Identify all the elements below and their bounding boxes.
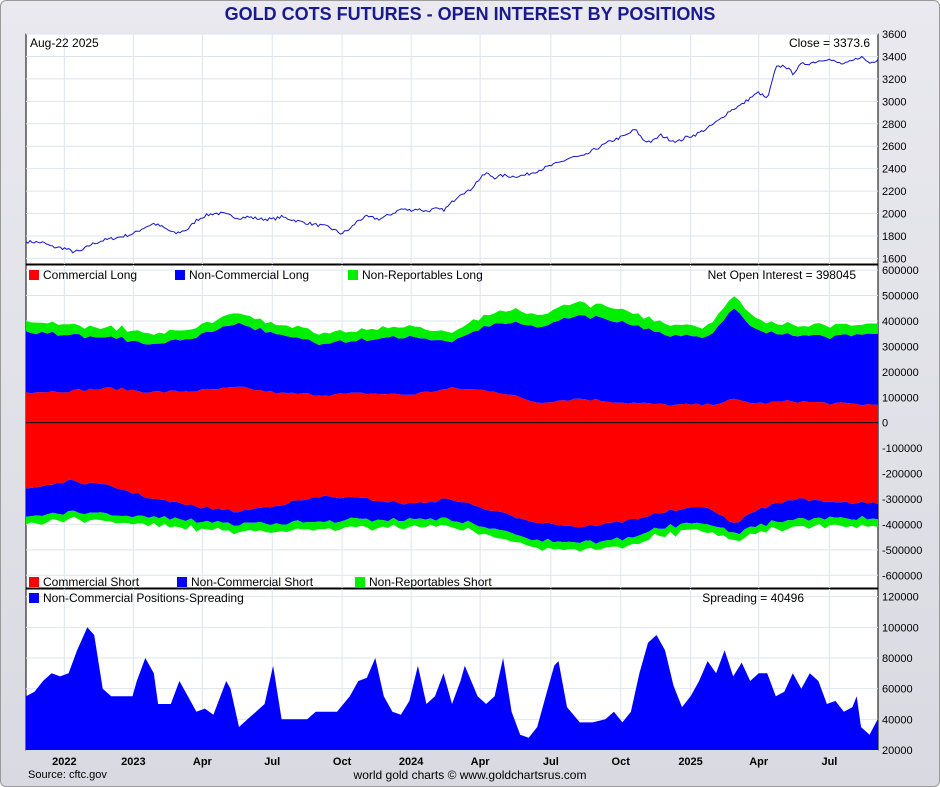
chart-labels: 2022 2023 Apr Jul Oct 2024 Apr Jul Oct 2025 Apr Jul…: [29, 29, 922, 768]
y-tick-label: 3600: [882, 29, 906, 41]
x-tick-label: 2023: [121, 756, 145, 768]
date-label: Aug-22 2025: [30, 36, 99, 50]
price-panel: [25, 33, 879, 265]
legend-swatch: [29, 593, 39, 603]
legend-label: Non-Reportables Short: [369, 575, 492, 589]
x-tick-label: Oct: [612, 756, 631, 768]
x-tick-label: Jul: [821, 756, 837, 768]
legend-swatch: [29, 577, 39, 587]
y-tick-label: 80000: [882, 653, 913, 665]
y-tick-label: 3000: [882, 96, 906, 108]
x-tick-label: Apr: [749, 756, 769, 768]
legend-swatch: [355, 577, 365, 587]
y-tick-label: 500000: [882, 291, 919, 303]
legend-label: Non-Commercial Short: [191, 575, 314, 589]
legend-label: Non-Reportables Long: [362, 268, 483, 282]
y-tick-label: 60000: [882, 684, 913, 696]
y-tick-label: 1800: [882, 231, 906, 243]
y-tick-label: 0: [882, 418, 888, 430]
legend-swatch: [175, 270, 185, 280]
net-open-interest-label: Net Open Interest = 398045: [708, 268, 857, 282]
y-tick-label: -100000: [882, 443, 922, 455]
y-tick-label: -300000: [882, 494, 922, 506]
credit-label: world gold charts © www.goldchartsrus.co…: [353, 768, 587, 782]
close-label: Close = 3373.6: [789, 36, 870, 50]
y-tick-label: -600000: [882, 570, 922, 582]
non-commercial-long-area: [26, 308, 878, 406]
y-tick-label: 40000: [882, 714, 913, 726]
spreading-area: [26, 627, 878, 750]
legend-label: Non-Commercial Positions-Spreading: [43, 591, 244, 605]
y-tick-label: 300000: [882, 341, 919, 353]
x-tick-label: 2024: [399, 756, 424, 768]
x-tick-label: 2025: [678, 756, 702, 768]
price-line: [25, 55, 879, 254]
y-tick-label: 100000: [882, 622, 919, 634]
x-tick-label: Jul: [264, 756, 280, 768]
y-tick-label: 2600: [882, 141, 906, 153]
chart-title: GOLD COTS FUTURES - OPEN INTEREST BY POS…: [224, 4, 716, 24]
y-tick-label: -500000: [882, 545, 922, 557]
non-reportables-long-area: [26, 296, 878, 345]
y-tick-label: 20000: [882, 745, 913, 757]
commercial-short-area: [26, 422, 878, 528]
y-tick-label: -200000: [882, 469, 922, 481]
y-tick-label: 2800: [882, 119, 906, 131]
y-tick-label: 3200: [882, 74, 906, 86]
source-label: Source: cftc.gov: [28, 769, 107, 781]
legend-label: Commercial Short: [43, 575, 140, 589]
x-tick-label: Apr: [193, 756, 213, 768]
legend-label: Non-Commercial Long: [189, 268, 309, 282]
y-tick-label: 200000: [882, 367, 919, 379]
y-tick-label: 3400: [882, 51, 906, 63]
legend-swatch: [348, 270, 358, 280]
commercial-long-area: [26, 386, 878, 423]
non-reportables-short-area: [26, 510, 878, 552]
y-tick-label: 100000: [882, 392, 919, 404]
y-tick-label: 1600: [882, 253, 906, 265]
y-tick-label: 400000: [882, 316, 919, 328]
x-tick-label: Jul: [543, 756, 559, 768]
non-commercial-short-area: [26, 479, 878, 544]
y-tick-label: 2200: [882, 186, 906, 198]
y-tick-label: 600000: [882, 265, 919, 277]
legend-swatch: [177, 577, 187, 587]
x-tick-label: Oct: [333, 756, 352, 768]
y-tick-label: 2400: [882, 164, 906, 176]
y-tick-label: -400000: [882, 519, 922, 531]
legend-swatch: [29, 270, 39, 280]
x-tick-label: 2022: [52, 756, 76, 768]
x-tick-label: Apr: [471, 756, 491, 768]
spreading-value-label: Spreading = 40496: [702, 591, 804, 605]
chart-marks: [25, 55, 879, 750]
y-tick-label: 120000: [882, 592, 919, 604]
y-tick-label: 2000: [882, 209, 906, 221]
legend-label: Commercial Long: [43, 268, 137, 282]
